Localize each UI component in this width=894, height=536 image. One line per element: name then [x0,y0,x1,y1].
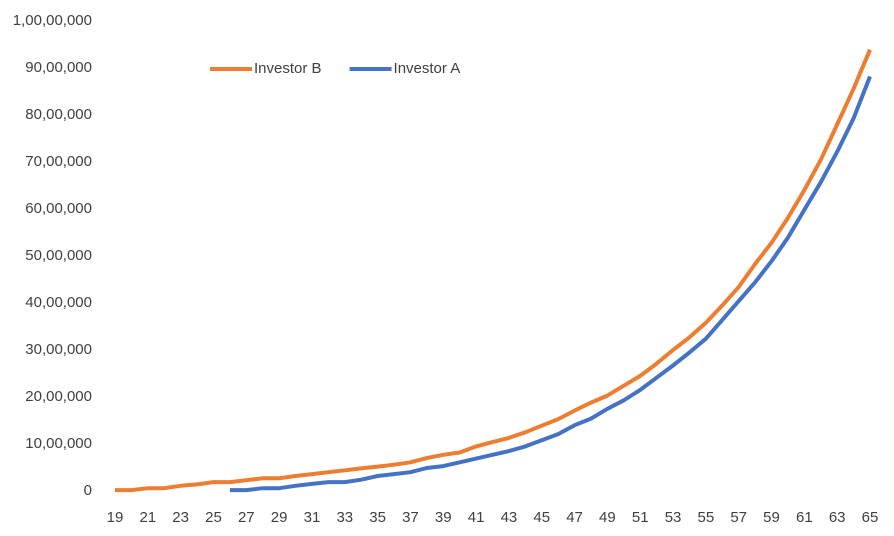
y-tick-label: 70,00,000 [25,153,92,170]
y-tick-label: 80,00,000 [25,106,92,123]
x-tick-label: 37 [402,509,419,526]
y-tick-label: 20,00,000 [25,388,92,405]
y-tick-label: 30,00,000 [25,341,92,358]
x-tick-label: 27 [238,509,255,526]
x-tick-label: 57 [730,509,747,526]
x-tick-label: 19 [107,509,124,526]
y-tick-label: 10,00,000 [25,435,92,452]
y-tick-label: 60,00,000 [25,200,92,217]
y-tick-label: 50,00,000 [25,247,92,264]
series-line [115,48,872,493]
x-tick-label: 31 [304,509,321,526]
legend-label: Investor B [254,60,322,77]
x-tick-label: 45 [533,509,550,526]
x-tick-label: 29 [271,509,288,526]
x-tick-label: 47 [566,509,583,526]
x-tick-label: 25 [205,509,222,526]
x-tick-label: 21 [139,509,156,526]
x-tick-label: 65 [862,509,879,526]
series-line [229,75,872,493]
x-tick-label: 23 [172,509,189,526]
x-tick-label: 43 [501,509,518,526]
x-tick-label: 33 [336,509,353,526]
y-tick-label: 1,00,00,000 [13,12,92,29]
x-tick-label: 61 [796,509,813,526]
x-tick-label: 53 [665,509,682,526]
x-tick-label: 39 [435,509,452,526]
y-tick-label: 40,00,000 [25,294,92,311]
x-tick-label: 41 [468,509,485,526]
x-tick-label: 35 [369,509,386,526]
y-tick-label: 90,00,000 [25,59,92,76]
x-tick-label: 51 [632,509,649,526]
y-tick-label: 0 [84,482,92,499]
x-tick-label: 55 [698,509,715,526]
x-tick-label: 49 [599,509,616,526]
x-tick-label: 59 [763,509,780,526]
x-tick-label: 63 [829,509,846,526]
legend-label: Investor A [394,60,461,77]
